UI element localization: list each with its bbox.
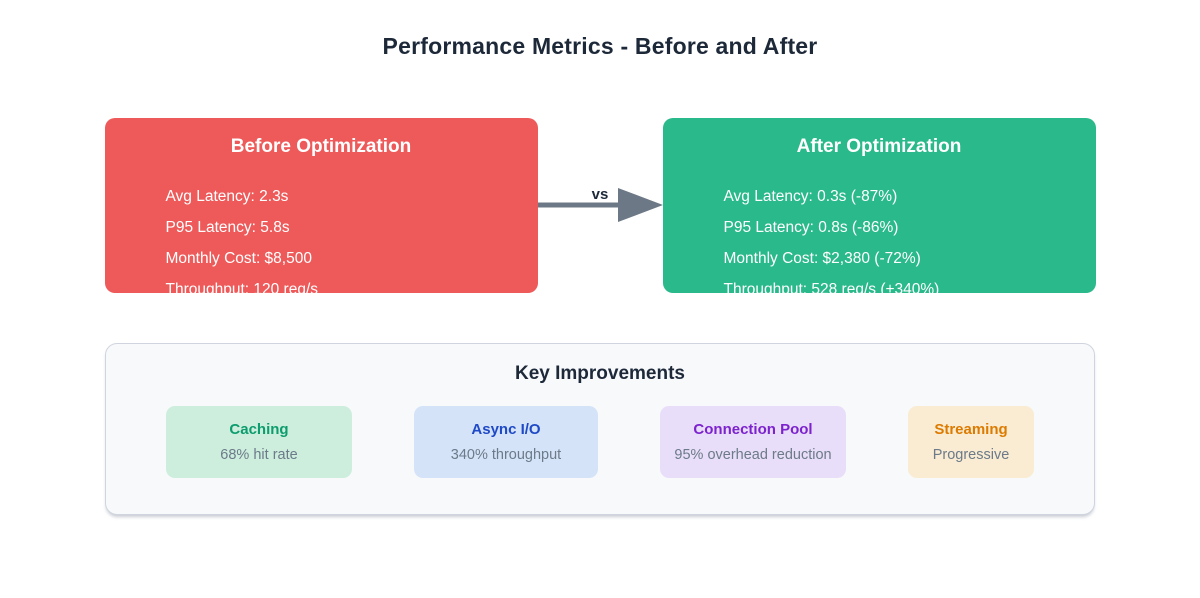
chip-title: Caching xyxy=(229,420,289,438)
arrow-right-icon xyxy=(537,188,663,222)
chip-subtitle: Progressive xyxy=(932,446,1010,463)
metric-line: Throughput: 528 req/s (+340%) xyxy=(723,281,940,293)
before-card: Before Optimization Avg Latency: 2.3s P9… xyxy=(104,118,538,293)
chip-subtitle: 340% throughput xyxy=(450,446,562,463)
chip-title: Connection Pool xyxy=(693,420,813,438)
metric-line: P95 Latency: 5.8s xyxy=(165,219,290,236)
improvement-chip-streaming: Streaming Progressive xyxy=(908,406,1034,478)
after-card: After Optimization Avg Latency: 0.3s (-8… xyxy=(662,118,1096,293)
chip-title: Streaming xyxy=(934,420,1008,438)
metric-line: Avg Latency: 0.3s (-87%) xyxy=(723,188,898,205)
chip-subtitle: 95% overhead reduction xyxy=(674,446,832,463)
metric-line: Avg Latency: 2.3s xyxy=(165,188,289,205)
vs-arrow: vs xyxy=(537,118,663,293)
improvement-chip-async-io: Async I/O 340% throughput xyxy=(414,406,598,478)
after-card-title: After Optimization xyxy=(796,136,962,157)
improvement-chip-connection-pool: Connection Pool 95% overhead reduction xyxy=(660,406,846,478)
before-card-title: Before Optimization xyxy=(230,136,412,157)
metric-line: Monthly Cost: $2,380 (-72%) xyxy=(723,250,921,267)
before-card-metrics: Avg Latency: 2.3s P95 Latency: 5.8s Mont… xyxy=(166,181,538,293)
metric-line: Throughput: 120 req/s xyxy=(165,281,319,293)
page-title: Performance Metrics - Before and After xyxy=(382,33,818,59)
comparison-row: Before Optimization Avg Latency: 2.3s P9… xyxy=(104,118,1096,293)
vs-label: vs xyxy=(591,186,609,203)
chip-subtitle: 68% hit rate xyxy=(220,446,298,463)
improvement-chip-caching: Caching 68% hit rate xyxy=(166,406,352,478)
metric-line: Monthly Cost: $8,500 xyxy=(165,250,312,267)
chip-title: Async I/O xyxy=(471,420,541,438)
metric-line: P95 Latency: 0.8s (-86%) xyxy=(723,219,899,236)
after-card-metrics: Avg Latency: 0.3s (-87%) P95 Latency: 0.… xyxy=(724,181,1096,293)
improvements-chips-row: Caching 68% hit rate Async I/O 340% thro… xyxy=(106,406,1094,478)
key-improvements-title: Key Improvements xyxy=(514,363,685,384)
key-improvements-panel: Key Improvements Caching 68% hit rate As… xyxy=(105,343,1095,515)
